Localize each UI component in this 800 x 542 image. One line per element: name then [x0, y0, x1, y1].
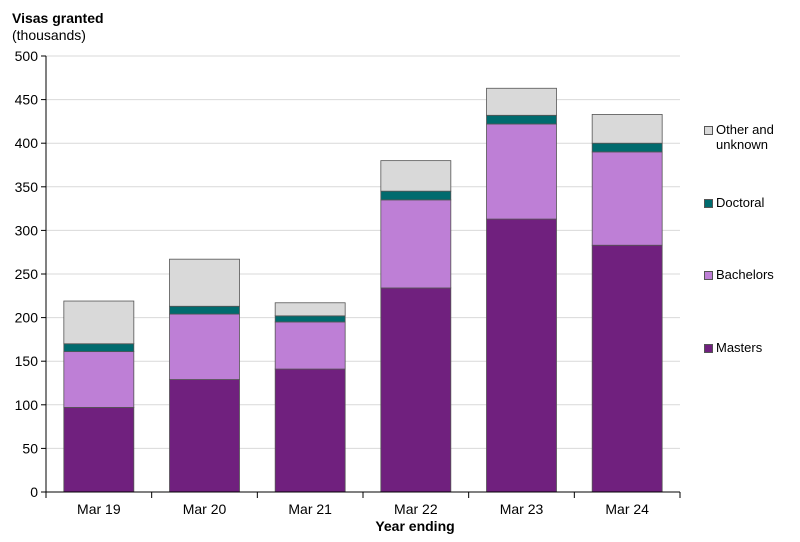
bar-segment-other-and-unknown — [274, 302, 346, 317]
y-tick-label: 400 — [15, 135, 39, 151]
y-tick-label: 50 — [22, 440, 38, 456]
legend-label-bachelors: Bachelors — [716, 267, 774, 282]
legend-label-doctoral: Doctoral — [716, 195, 765, 210]
bar-segment-bachelors — [380, 199, 452, 289]
bar-segment-masters — [591, 244, 663, 493]
bar-segment-doctoral — [486, 114, 557, 125]
legend-label-masters: Masters — [716, 340, 763, 355]
bar-segment-other-and-unknown — [486, 87, 557, 116]
bar-segment-bachelors — [274, 321, 346, 370]
y-axis-label-line2: (thousands) — [12, 27, 86, 43]
legend-label-other-line1: Other and — [716, 122, 774, 137]
y-tick-label: 300 — [15, 222, 39, 238]
y-axis-label-line1: Visas granted — [12, 10, 104, 26]
bar-segment-other-and-unknown — [169, 258, 240, 307]
legend-swatch-other — [704, 126, 713, 135]
legend: Other and unknown Doctoral Bachelors Mas… — [704, 0, 800, 542]
legend-swatch-bachelors — [704, 271, 713, 280]
bar-segment-doctoral — [274, 315, 346, 323]
y-tick-label: 0 — [30, 484, 38, 500]
x-tick-labels: Mar 19 Mar 20 Mar 21 Mar 22 Mar 23 Mar 24 — [77, 501, 649, 517]
bar-segment-other-and-unknown — [380, 160, 452, 192]
legend-swatch-doctoral — [704, 199, 713, 208]
bar-segment-bachelors — [486, 123, 557, 220]
bar-segment-doctoral — [63, 343, 135, 353]
x-tick-label: Mar 20 — [183, 501, 227, 517]
bar-segment-masters — [274, 368, 346, 493]
axes — [41, 55, 681, 498]
bar-segment-doctoral — [591, 142, 663, 153]
bar-segment-other-and-unknown — [63, 300, 135, 345]
y-tick-label: 250 — [15, 266, 39, 282]
bar-segment-doctoral — [380, 190, 452, 201]
x-tick-label: Mar 19 — [77, 501, 121, 517]
bar-segment-bachelors — [169, 313, 240, 380]
bar-segment-doctoral — [169, 305, 240, 315]
bar-segment-masters — [380, 287, 452, 493]
bars — [63, 87, 663, 493]
y-tick-labels: 0 50 100 150 200 250 300 350 400 450 500 — [15, 48, 39, 500]
y-tick-label: 450 — [15, 92, 39, 108]
x-tick-label: Mar 23 — [500, 501, 544, 517]
y-tick-label: 350 — [15, 179, 39, 195]
x-tick-label: Mar 22 — [394, 501, 438, 517]
bar-segment-bachelors — [591, 151, 663, 246]
y-tick-label: 200 — [15, 310, 39, 326]
y-axis-label: Visas granted (thousands) — [12, 10, 104, 44]
y-tick-label: 500 — [15, 48, 39, 64]
legend-swatch-masters — [704, 344, 713, 353]
x-tick-label: Mar 24 — [605, 501, 649, 517]
gridlines — [46, 55, 680, 449]
y-tick-label: 100 — [15, 397, 39, 413]
legend-label-other-line2: unknown — [716, 137, 769, 152]
x-axis-label: Year ending — [375, 518, 455, 534]
bar-segment-other-and-unknown — [591, 114, 663, 144]
bar-segment-masters — [63, 407, 135, 493]
bar-segment-masters — [486, 218, 557, 493]
bar-segment-masters — [169, 379, 240, 493]
y-tick-label: 150 — [15, 353, 39, 369]
x-tick-label: Mar 21 — [288, 501, 332, 517]
bar-segment-bachelors — [63, 351, 135, 408]
legend-label-other: Other and unknown — [716, 122, 800, 152]
